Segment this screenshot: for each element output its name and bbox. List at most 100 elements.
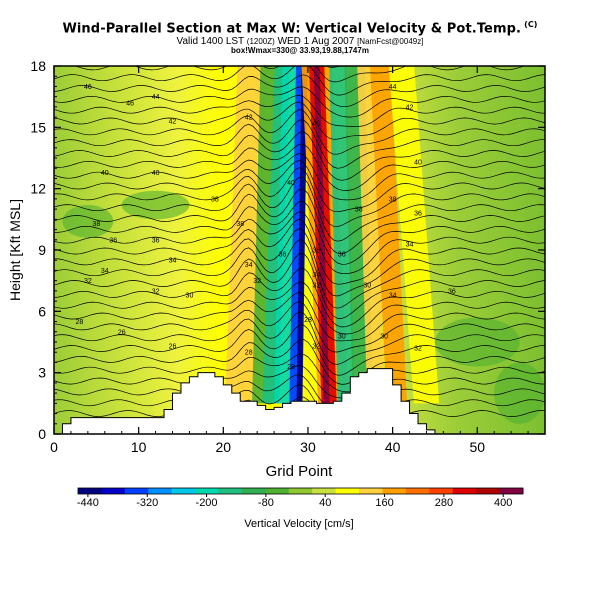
x-tick-label: 10 (131, 439, 147, 455)
colorbar-segment (148, 488, 173, 494)
contour-label: 34 (245, 262, 253, 269)
contour-label: 36 (313, 248, 321, 255)
colorbar-tick-label: -440 (77, 497, 99, 509)
colorbar-segment (312, 488, 337, 494)
y-tick-label: 15 (30, 119, 46, 135)
contour-label: 36 (338, 252, 346, 259)
contour-label: 32 (84, 278, 92, 285)
contour-label: 38 (92, 221, 100, 228)
theta-contour (54, 353, 545, 393)
colorbar-segment (452, 488, 477, 494)
colorbar-segment (265, 488, 290, 494)
valid-time-line: Valid 1400 LST (1200Z) WED 1 Aug 2007 [N… (176, 36, 424, 47)
colorbar-segment (101, 488, 126, 494)
terrain-mask (54, 368, 545, 434)
colorbar-segment (195, 488, 220, 494)
contour-label: 32 (313, 282, 321, 289)
colorbar-tick-label: -200 (196, 497, 218, 509)
contour-label: 42 (169, 119, 177, 126)
contour-label: 32 (414, 346, 422, 353)
colorbar-tick-label: -320 (136, 497, 158, 509)
y-tick-label: 6 (38, 303, 46, 319)
velocity-band (313, 66, 330, 404)
theta-contour (54, 131, 545, 181)
y-tick-label: 12 (30, 181, 46, 197)
colorbar-segment (429, 488, 454, 494)
velocity-blob (121, 190, 190, 220)
colorbar-frame (77, 487, 524, 495)
colorbar-segment (78, 488, 102, 494)
y-axis-label: Height [Kft MSL] (7, 199, 23, 301)
velocity-blob (494, 362, 545, 424)
theta-contour (54, 153, 545, 201)
theta-contour (324, 66, 342, 68)
theta-contour (54, 119, 545, 169)
theta-contour (54, 109, 545, 155)
theta-contour (54, 176, 545, 242)
contour-label: 32 (313, 344, 321, 351)
contour-label: 32 (152, 288, 160, 295)
theta-contour (54, 143, 545, 191)
x-tick-label: 40 (385, 439, 401, 455)
x-axis-label: Grid Point (266, 463, 334, 480)
colorbar-segment (499, 488, 524, 494)
theta-contour (54, 227, 545, 297)
contour-label: 34 (313, 272, 321, 279)
contour-label: 36 (279, 252, 287, 259)
contour-label: 38 (355, 207, 363, 214)
contour-label: 28 (245, 350, 253, 357)
x-tick-label: 30 (300, 439, 316, 455)
contour-label: 34 (406, 241, 414, 248)
colorbar-tick-label: 160 (375, 497, 393, 509)
colorbar-tick-label: 400 (494, 497, 512, 509)
contour-label: 26 (169, 344, 177, 351)
contour-label: 46 (126, 100, 134, 107)
contour-label: 44 (389, 84, 397, 91)
contour-label: 28 (75, 319, 83, 326)
theta-contour (54, 101, 545, 140)
contour-label: 40 (152, 170, 160, 177)
colorbar-segment (335, 488, 360, 494)
plot-area (54, 66, 545, 434)
theta-contour (54, 396, 545, 433)
contour-label: 44 (152, 94, 160, 101)
max-location-line: box!Wmax=330@ 33.93,19.88,1747m (231, 46, 369, 55)
contour-label: 46 (84, 84, 92, 91)
x-tick-label: 20 (216, 439, 232, 455)
contour-label: 38 (389, 196, 397, 203)
contour-label: 36 (109, 237, 117, 244)
theta-contour (54, 200, 545, 265)
colorbar-segment (171, 488, 196, 494)
theta-contour (54, 86, 545, 118)
x-tick-label: 0 (50, 439, 58, 455)
contour-label: 36 (414, 211, 422, 218)
contour-label: 42 (406, 104, 414, 111)
theta-contour (54, 267, 545, 328)
colorbar-segment (405, 488, 430, 494)
colorbar-segment (124, 488, 149, 494)
contour-label: 30 (338, 333, 346, 340)
theta-contour (54, 167, 545, 227)
contour-label: 30 (363, 282, 371, 289)
chart-title: Wind-Parallel Section at Max W: Vertical… (62, 20, 538, 37)
x-tick-label: 50 (469, 439, 485, 455)
colorbar-segment (382, 488, 407, 494)
colorbar-segment (288, 488, 313, 494)
contour-label: 28 (304, 317, 312, 324)
velocity-band (357, 66, 385, 404)
y-tick-label: 0 (38, 426, 46, 442)
y-tick-label: 3 (38, 365, 46, 381)
theta-contour (54, 301, 545, 353)
theta-contour (54, 281, 545, 335)
theta-contour (54, 253, 545, 319)
theta-contour (54, 218, 545, 285)
theta-contour (54, 324, 545, 376)
contour-label: 40 (287, 180, 295, 187)
velocity-band (296, 66, 308, 404)
contour-label: 40 (313, 121, 321, 128)
theta-contour (54, 239, 545, 309)
colorbar: -440 -320 -200 -80 40 160 280 400 (77, 487, 524, 509)
contour-label: 26 (118, 329, 126, 336)
colorbar-tick-label: 40 (319, 497, 331, 509)
